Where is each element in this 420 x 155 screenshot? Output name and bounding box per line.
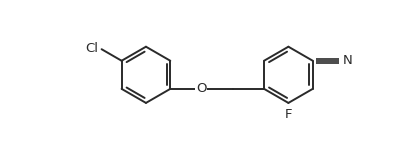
Text: F: F bbox=[285, 108, 292, 121]
Text: O: O bbox=[196, 82, 207, 95]
Text: N: N bbox=[343, 54, 352, 67]
Text: Cl: Cl bbox=[86, 42, 99, 55]
